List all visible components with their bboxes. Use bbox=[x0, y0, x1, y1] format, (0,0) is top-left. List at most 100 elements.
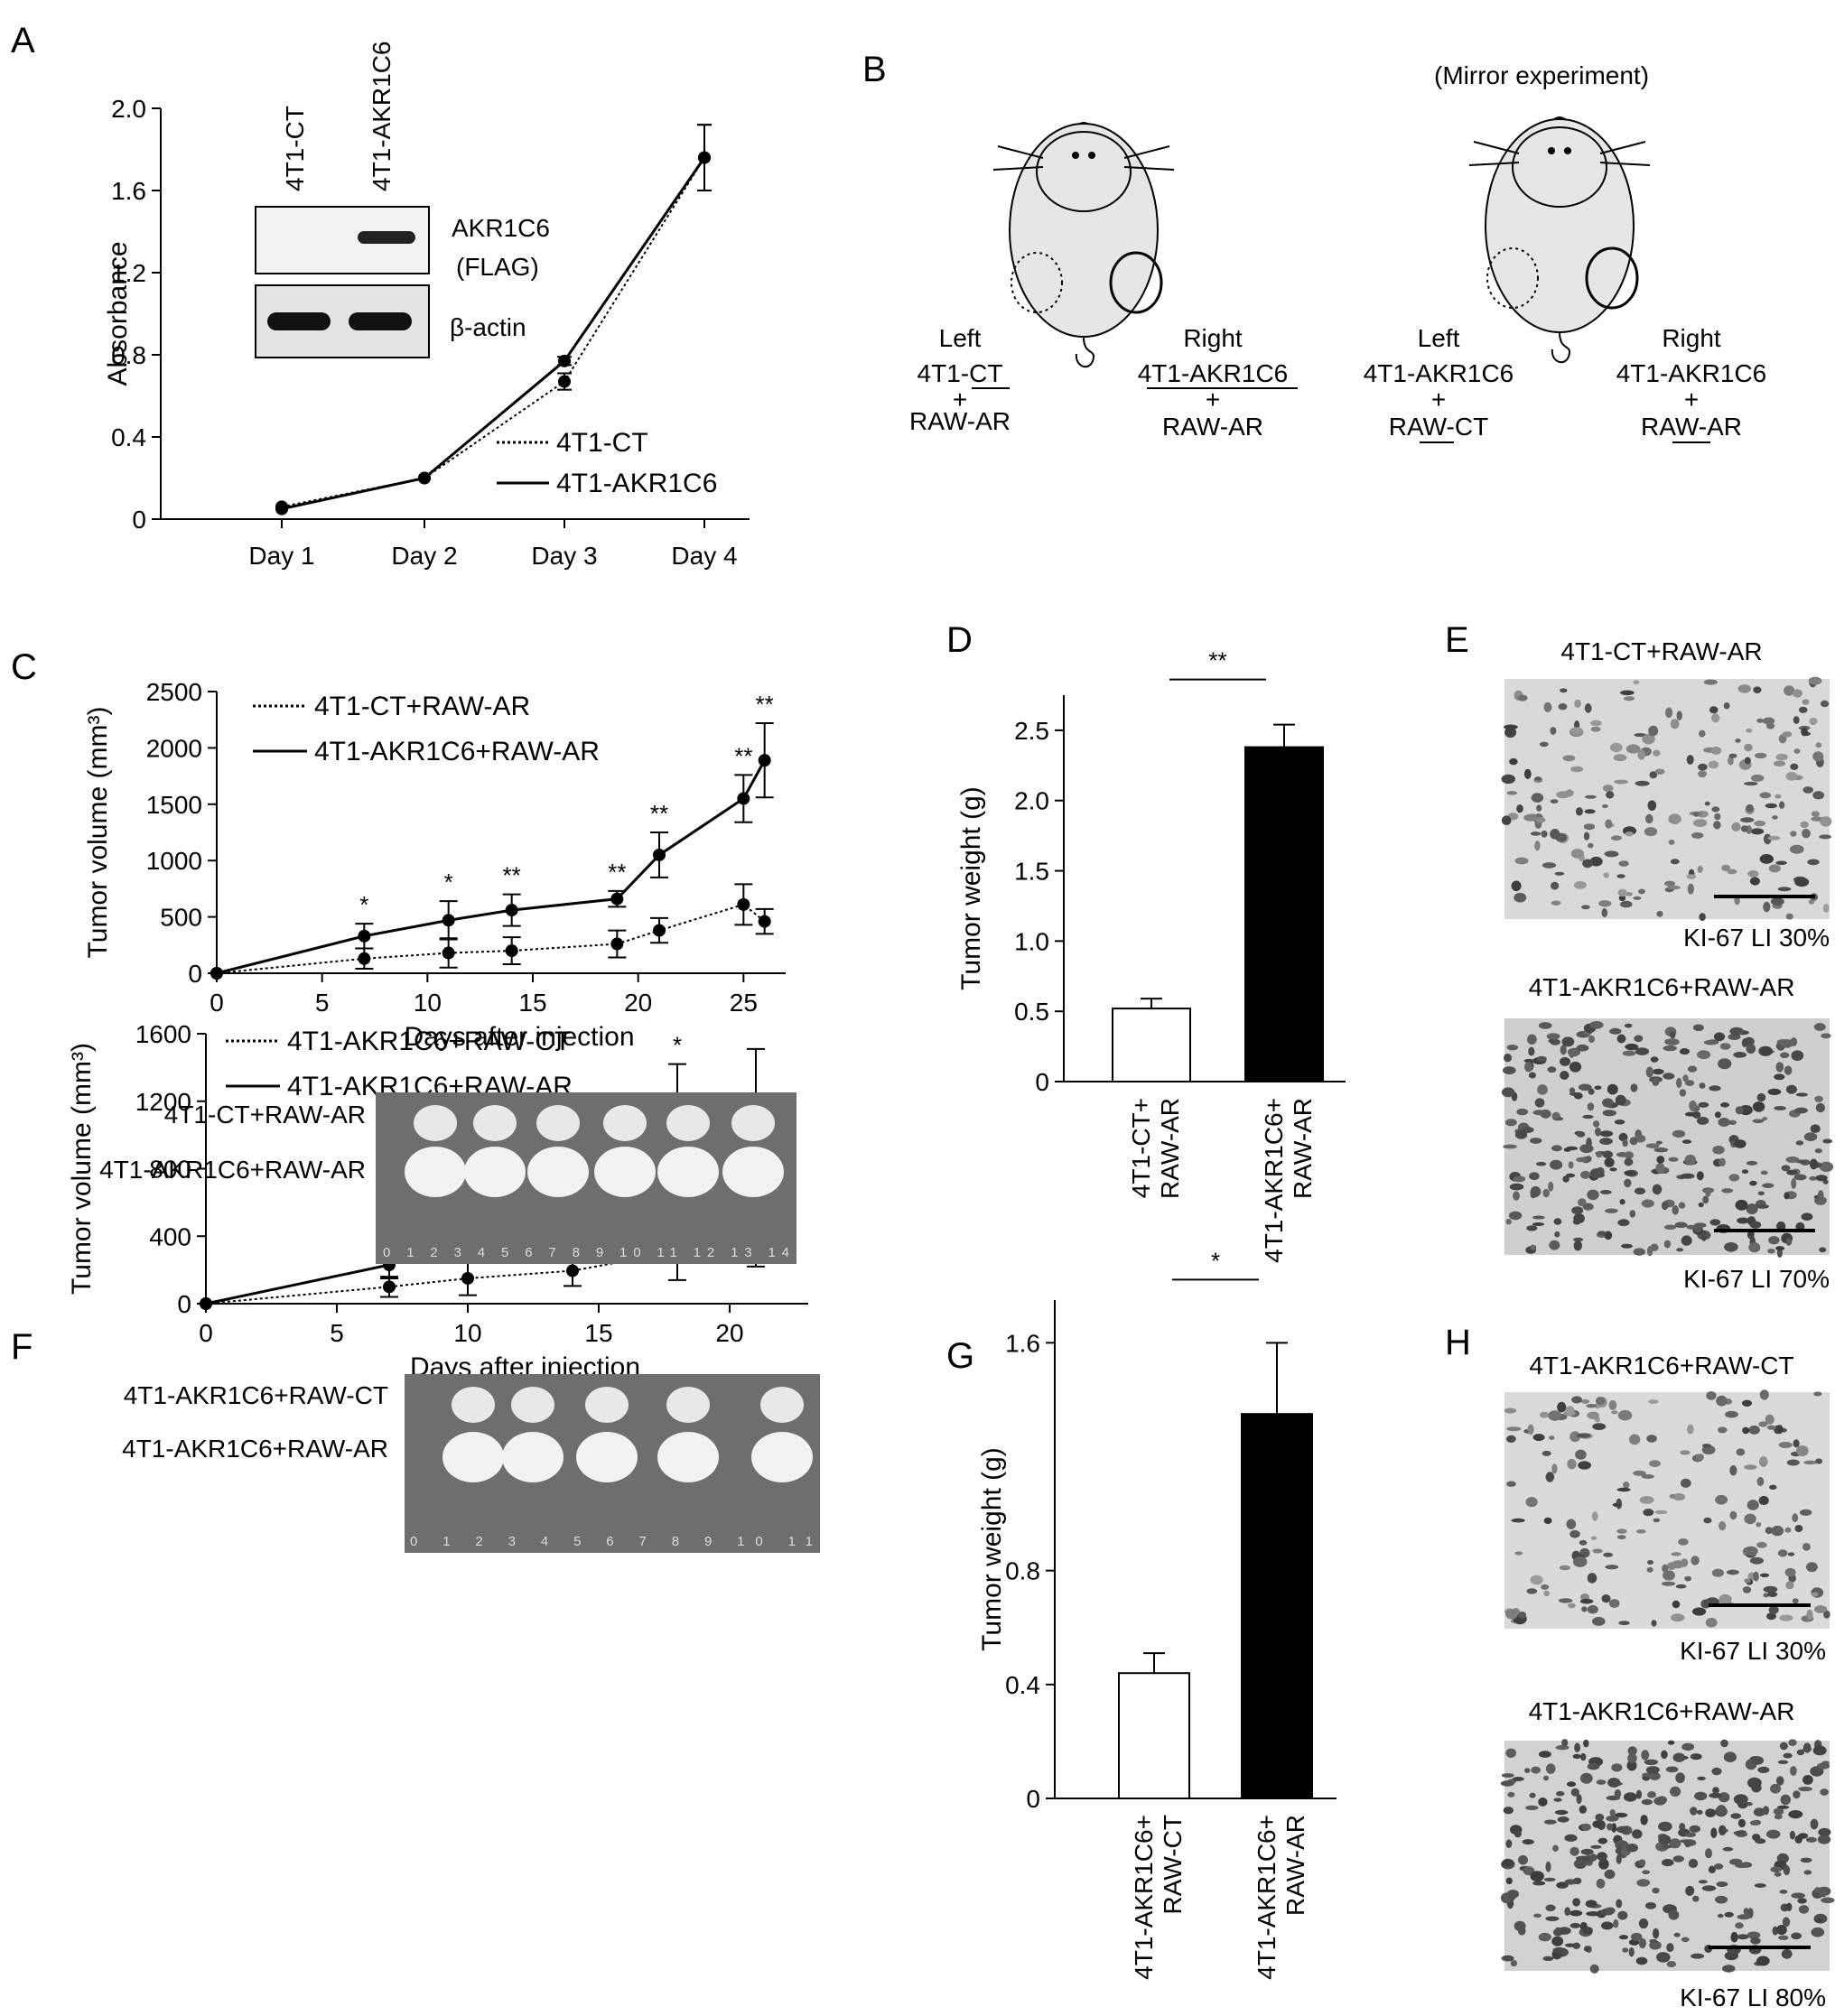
cell-nucleus bbox=[1724, 1911, 1734, 1918]
cell-nucleus bbox=[1584, 1946, 1590, 1952]
cell-nucleus bbox=[1581, 1823, 1591, 1831]
mouse-head-icon bbox=[1512, 126, 1607, 208]
cell-nucleus bbox=[1593, 1120, 1600, 1128]
cell-nucleus bbox=[1634, 1035, 1644, 1043]
cell-nucleus bbox=[1581, 1606, 1588, 1612]
cell-nucleus bbox=[1812, 791, 1825, 800]
cell-nucleus bbox=[1571, 1206, 1584, 1215]
cell-nucleus bbox=[1603, 1552, 1614, 1557]
chart-c-tumor-volume: 0 500 1000 1500 2000 2500 Tumor volume (mm³) 0 5… bbox=[83, 678, 786, 1052]
cell-nucleus bbox=[1504, 1054, 1512, 1063]
cell-nucleus bbox=[1647, 1791, 1656, 1798]
data-point bbox=[758, 915, 771, 928]
cell-nucleus bbox=[1814, 1095, 1823, 1102]
cell-nucleus bbox=[1784, 685, 1795, 696]
cell-nucleus bbox=[1746, 1160, 1758, 1166]
cell-nucleus bbox=[1534, 1098, 1545, 1108]
histology-h-bot-title: 4T1-AKR1C6+RAW-AR bbox=[1529, 1697, 1795, 1725]
cell-nucleus bbox=[1697, 1050, 1711, 1060]
cell-nucleus bbox=[1530, 1244, 1537, 1250]
y-tick-label: 0 bbox=[1035, 1068, 1049, 1096]
cell-nucleus bbox=[1773, 760, 1786, 766]
cell-nucleus bbox=[1554, 871, 1565, 876]
cell-nucleus bbox=[1625, 744, 1641, 754]
cell-nucleus bbox=[1633, 1470, 1646, 1476]
cell-nucleus bbox=[1751, 1782, 1762, 1793]
cell-nucleus bbox=[1735, 1199, 1748, 1211]
cell-nucleus bbox=[1509, 1183, 1524, 1191]
cell-nucleus bbox=[1769, 1484, 1777, 1491]
cell-nucleus bbox=[1590, 720, 1602, 727]
y-tick-label: 1200 bbox=[135, 1088, 191, 1116]
cell-nucleus bbox=[1807, 859, 1820, 866]
cell-nucleus bbox=[1556, 1790, 1565, 1797]
cell-nucleus bbox=[1500, 1780, 1514, 1787]
cell-nucleus bbox=[1601, 1594, 1611, 1603]
cell-nucleus bbox=[1680, 1450, 1691, 1455]
cell-nucleus bbox=[1711, 1767, 1722, 1776]
cell-nucleus bbox=[1541, 830, 1548, 838]
bar bbox=[1118, 1672, 1190, 1799]
cell-nucleus bbox=[1506, 791, 1518, 795]
legend-label: 4T1-AKR1C6+RAW-CT bbox=[287, 1027, 571, 1056]
data-point bbox=[653, 848, 666, 861]
cell-nucleus bbox=[1650, 1056, 1659, 1063]
cell-nucleus bbox=[1750, 1937, 1761, 1945]
cell-nucleus bbox=[1698, 1880, 1708, 1884]
cell-nucleus bbox=[1814, 1148, 1823, 1154]
cell-nucleus bbox=[1570, 849, 1584, 859]
cell-nucleus bbox=[1579, 1772, 1593, 1784]
cell-nucleus bbox=[1654, 1510, 1668, 1515]
cell-nucleus bbox=[1587, 1102, 1595, 1111]
cell-nucleus bbox=[1619, 1199, 1625, 1205]
cell-nucleus bbox=[1698, 1101, 1709, 1108]
cell-nucleus bbox=[1798, 1905, 1810, 1914]
cell-nucleus bbox=[1729, 1027, 1744, 1036]
cell-nucleus bbox=[1672, 1752, 1686, 1762]
cell-nucleus bbox=[1618, 860, 1629, 867]
legend-label: 4T1-CT+RAW-AR bbox=[314, 692, 530, 721]
histology-e-bot-caption: KI-67 LI 70% bbox=[1683, 1265, 1830, 1293]
cell-nucleus bbox=[1536, 804, 1542, 812]
cell-nucleus bbox=[1726, 1569, 1739, 1575]
cell-nucleus bbox=[1539, 1411, 1550, 1418]
cell-nucleus bbox=[1655, 1163, 1665, 1174]
cell-nucleus bbox=[1718, 1058, 1732, 1070]
cell-nucleus bbox=[1747, 870, 1759, 878]
cell-nucleus bbox=[1514, 1551, 1523, 1556]
cell-nucleus bbox=[1809, 717, 1818, 726]
mouse-tail-icon bbox=[1551, 331, 1570, 364]
cell-nucleus bbox=[1681, 1937, 1690, 1943]
cell-nucleus bbox=[1818, 1827, 1831, 1837]
cell-nucleus bbox=[1777, 887, 1792, 892]
cell-nucleus bbox=[1591, 1511, 1598, 1521]
cell-nucleus bbox=[1772, 815, 1778, 820]
cell-nucleus bbox=[1774, 1106, 1786, 1110]
cell-nucleus bbox=[1552, 1844, 1559, 1852]
cell-nucleus bbox=[1737, 1934, 1749, 1940]
tumor-specimen bbox=[760, 1387, 804, 1423]
cell-nucleus bbox=[1584, 809, 1596, 814]
cell-nucleus bbox=[1560, 1056, 1570, 1066]
cell-nucleus bbox=[1671, 1552, 1681, 1556]
cell-nucleus bbox=[1587, 1762, 1600, 1770]
cell-nucleus bbox=[1582, 1114, 1594, 1119]
cell-nucleus bbox=[1756, 1522, 1762, 1528]
cell-nucleus bbox=[1570, 1909, 1583, 1917]
schematic-right2: RAW-AR bbox=[1641, 413, 1742, 441]
cell-nucleus bbox=[1763, 833, 1772, 845]
cell-nucleus bbox=[1781, 1165, 1791, 1172]
cell-nucleus bbox=[1749, 1820, 1760, 1826]
cell-nucleus bbox=[1782, 1917, 1791, 1928]
cell-nucleus bbox=[1784, 1065, 1793, 1075]
cell-nucleus bbox=[1783, 1864, 1791, 1876]
cell-nucleus bbox=[1770, 897, 1784, 906]
cell-nucleus bbox=[1501, 815, 1512, 825]
cell-nucleus bbox=[1628, 1947, 1635, 1957]
data-point bbox=[566, 1264, 579, 1277]
schematic-left2: + bbox=[1431, 386, 1446, 413]
cell-nucleus bbox=[1713, 1863, 1724, 1870]
cell-nucleus bbox=[1562, 755, 1576, 762]
cell-nucleus bbox=[1711, 1568, 1724, 1577]
x-tick-label: 10 bbox=[453, 1319, 481, 1347]
